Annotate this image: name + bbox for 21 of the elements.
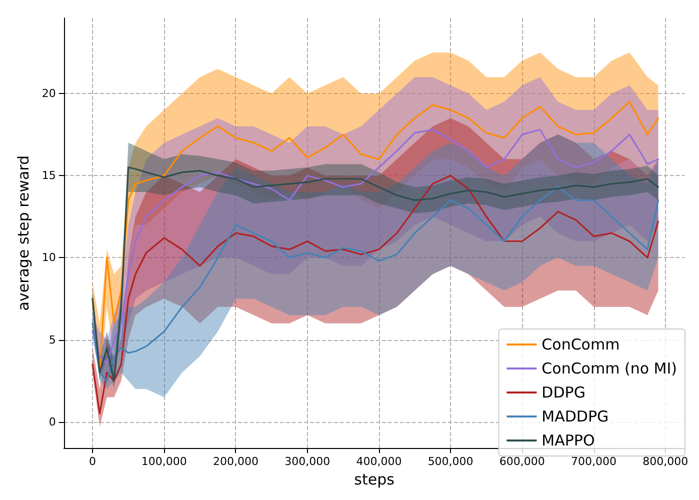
x-tick-label: 700,000 xyxy=(571,455,617,468)
y-tick-label: 20 xyxy=(42,87,56,100)
y-tick-label: 10 xyxy=(42,251,56,264)
y-tick-label: 15 xyxy=(42,169,56,182)
x-tick-label: 100,000 xyxy=(141,455,187,468)
x-tick-label: 800,000 xyxy=(642,455,688,468)
legend-label: MADDPG xyxy=(542,408,609,426)
y-axis-title: average step reward xyxy=(14,155,32,311)
x-tick-label: 600,000 xyxy=(499,455,545,468)
legend-label: ConComm (no MI) xyxy=(542,360,678,378)
x-tick-label: 0 xyxy=(89,455,96,468)
x-tick-label: 400,000 xyxy=(356,455,402,468)
y-tick-label: 5 xyxy=(48,333,56,346)
x-tick-label: 200,000 xyxy=(213,455,258,468)
x-tick-label: 500,000 xyxy=(428,455,474,468)
legend-label: MAPPO xyxy=(542,432,595,450)
legend-label: ConComm xyxy=(542,336,620,354)
x-tick-label: 300,000 xyxy=(284,455,330,468)
y-tick-label: 0 xyxy=(48,415,56,428)
x-axis-title: steps xyxy=(354,470,395,488)
legend-label: DDPG xyxy=(542,384,586,402)
